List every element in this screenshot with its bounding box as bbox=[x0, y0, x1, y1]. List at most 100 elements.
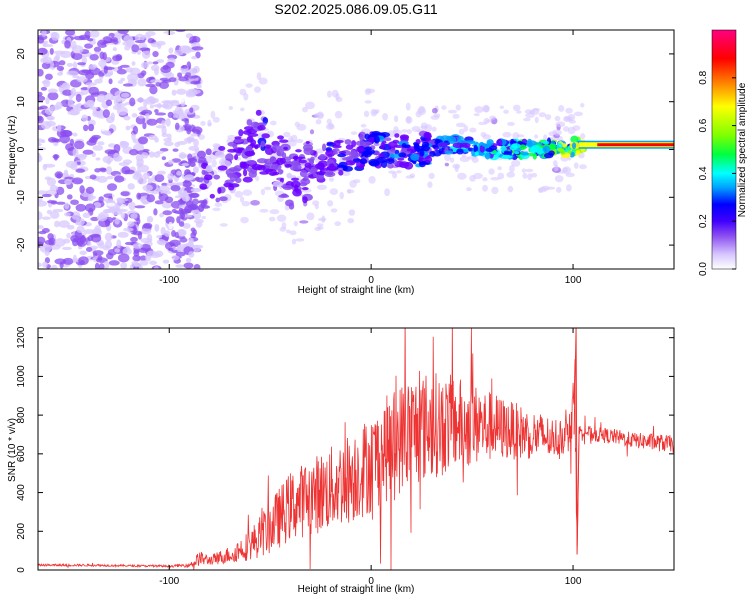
spectrogram-blob bbox=[303, 175, 309, 181]
snr-ytick-label: 400 bbox=[16, 484, 27, 501]
spectrogram-blob bbox=[189, 192, 200, 199]
spectrogram-blob bbox=[363, 149, 372, 158]
spectrogram-blob bbox=[240, 216, 249, 224]
spectrogram-blob bbox=[179, 193, 185, 199]
spectrogram-blob bbox=[133, 266, 140, 269]
spectrogram-blob bbox=[70, 235, 79, 243]
spectrogram-blob bbox=[278, 139, 289, 143]
spectrogram-blob bbox=[53, 138, 61, 143]
spectrogram-blob bbox=[103, 92, 114, 102]
spectrogram-blob bbox=[310, 156, 315, 162]
spectrogram-blob bbox=[330, 208, 338, 213]
spectrogram-blob bbox=[282, 185, 293, 191]
spectrogram-blob bbox=[134, 260, 139, 268]
spectrogram-blob bbox=[104, 232, 113, 242]
spectrogram-blob bbox=[165, 216, 175, 225]
spectrogram-blob bbox=[131, 44, 140, 53]
spectrogram-blob bbox=[66, 232, 71, 239]
spectrogram-blob bbox=[313, 172, 318, 178]
spectrogram-blob bbox=[131, 61, 136, 66]
spectrogram-blob bbox=[38, 138, 44, 143]
spectrogram-blob bbox=[214, 202, 223, 207]
spectrogram-blob bbox=[153, 151, 161, 158]
spectrogram-blob bbox=[149, 260, 158, 266]
spectrogram-blob bbox=[272, 171, 279, 176]
spectrogram-blob bbox=[198, 134, 205, 140]
spectrogram-blob bbox=[526, 138, 533, 147]
spectrogram-blob bbox=[78, 256, 89, 266]
spectrogram-blob bbox=[161, 126, 167, 135]
spectrogram-blob bbox=[338, 150, 347, 155]
spectrogram-blob bbox=[38, 190, 48, 195]
spectrogram-blob bbox=[77, 241, 87, 247]
spectrogram-blob bbox=[79, 185, 85, 194]
spectrogram-blob bbox=[509, 164, 515, 173]
spectrogram-blob bbox=[136, 72, 145, 79]
spectrogram-blob bbox=[98, 59, 107, 68]
spectrogram-blob bbox=[38, 95, 46, 102]
spectrogram-blob bbox=[90, 234, 102, 243]
spectrogram-blob bbox=[568, 119, 576, 124]
spectrogram-blob bbox=[123, 227, 134, 232]
spectrogram-blob bbox=[38, 236, 46, 245]
spectrogram-blob bbox=[341, 171, 351, 177]
spectrogram-blob bbox=[448, 136, 457, 145]
snr-ytick-label: 1200 bbox=[16, 326, 27, 349]
spectrogram-blob bbox=[141, 61, 149, 69]
spectrogram-blob bbox=[153, 266, 159, 269]
spectrogram-blob bbox=[181, 46, 192, 54]
spectrogram-blob bbox=[172, 148, 179, 152]
spectrogram-blob bbox=[131, 132, 136, 141]
spectrogram-ytick-label: -20 bbox=[16, 237, 27, 252]
spectrogram-blob bbox=[265, 144, 272, 149]
spectrogram-blob bbox=[328, 177, 335, 182]
spectrogram-blob bbox=[104, 149, 117, 155]
spectrogram-blob bbox=[175, 30, 186, 33]
spectrogram-blob bbox=[396, 170, 402, 174]
spectrogram-blob bbox=[429, 150, 436, 157]
spectrogram-xlabel: Height of straight line (km) bbox=[298, 285, 415, 296]
spectrogram-blob bbox=[269, 216, 276, 222]
spectrogram-blob bbox=[314, 163, 325, 170]
spectrogram-blob bbox=[384, 137, 392, 142]
snr-marks bbox=[38, 328, 674, 570]
spectrogram-blob bbox=[444, 150, 454, 155]
spectrogram-blob bbox=[38, 36, 45, 44]
spectrogram-blob bbox=[262, 168, 274, 172]
spectrogram-blob bbox=[139, 255, 147, 262]
spectrogram-blob bbox=[182, 180, 192, 188]
spectrogram-blob bbox=[191, 198, 199, 205]
spectrogram-blob bbox=[192, 166, 199, 174]
spectrogram-blob bbox=[347, 217, 355, 224]
spectrogram-blob bbox=[567, 114, 576, 121]
spectrogram-blob bbox=[345, 144, 354, 150]
spectrogram-blob bbox=[45, 120, 57, 127]
spectrogram-blob bbox=[334, 110, 343, 119]
spectrogram-blob bbox=[163, 141, 174, 147]
spectrogram-blob bbox=[394, 149, 400, 155]
snr-xtick-label: 0 bbox=[368, 576, 374, 587]
spectrogram-blob bbox=[363, 110, 370, 118]
spectrogram-blob bbox=[141, 152, 149, 159]
colorbar-gradient bbox=[711, 29, 737, 270]
spectrogram-blob bbox=[264, 147, 274, 156]
spectrogram-blob bbox=[349, 151, 360, 159]
spectrogram-blob bbox=[96, 175, 108, 183]
spectrogram-blob bbox=[94, 168, 101, 173]
spectrogram-blob bbox=[437, 142, 448, 148]
spectrogram-blob bbox=[121, 141, 130, 148]
spectrogram-blob bbox=[41, 62, 51, 70]
spectrogram-blob bbox=[120, 92, 130, 98]
spectrogram-blob bbox=[95, 157, 101, 161]
spectrogram-blob bbox=[270, 120, 277, 126]
spectrogram-blob bbox=[250, 139, 257, 146]
spectrogram-blob bbox=[566, 184, 572, 192]
spectrogram-blob bbox=[110, 112, 115, 121]
spectrogram-blob bbox=[299, 169, 308, 178]
spectrogram-blob bbox=[125, 125, 131, 131]
spectrogram-blob bbox=[424, 132, 431, 137]
spectrogram-blob bbox=[491, 186, 499, 195]
spectrogram-blob bbox=[242, 189, 253, 196]
spectrogram-blob bbox=[565, 107, 573, 114]
